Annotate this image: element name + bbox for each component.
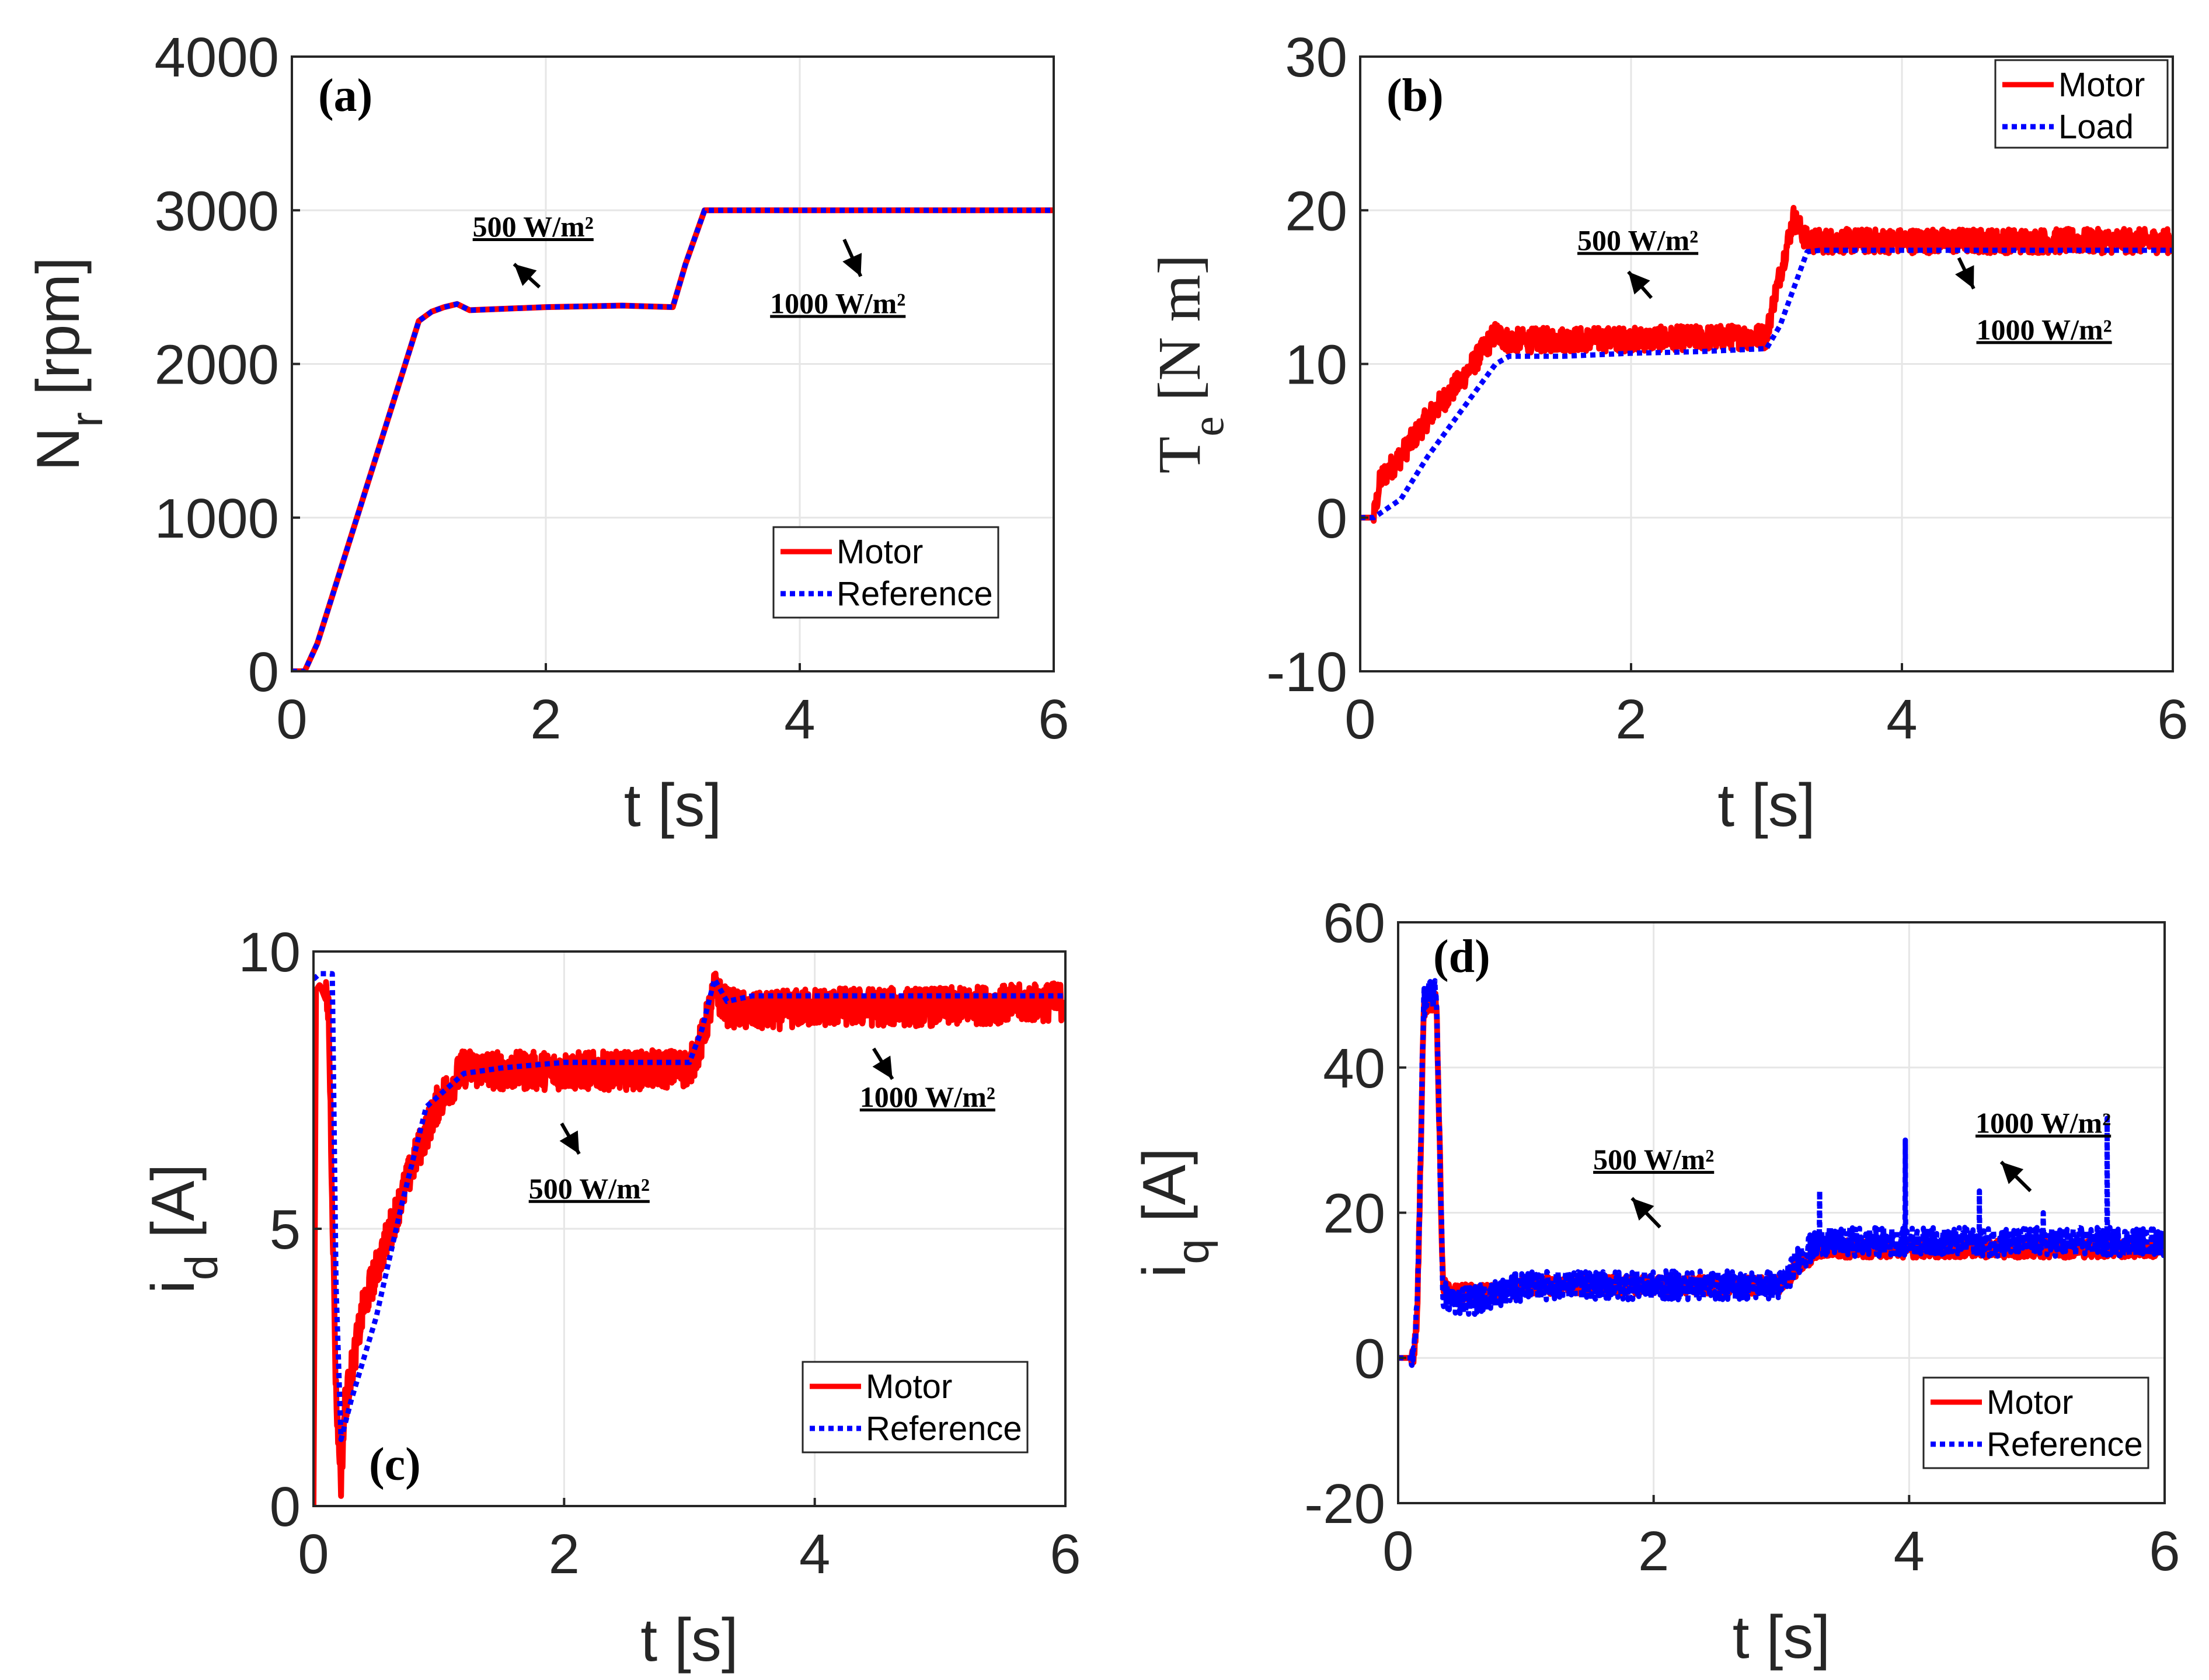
arrow-head-icon xyxy=(559,1130,580,1154)
x-tick-label: 4 xyxy=(799,1523,830,1585)
x-tick-label: 0 xyxy=(1382,1520,1413,1583)
series-group xyxy=(1360,205,2173,524)
arrow-head-icon xyxy=(1955,265,1974,289)
legend-entry: Motor xyxy=(866,1368,952,1406)
x-tick-label: 4 xyxy=(1886,688,1917,751)
x-tick-label: 4 xyxy=(1894,1520,1925,1583)
legend-entry: Motor xyxy=(1987,1383,2073,1421)
legend-entry: Load xyxy=(2058,108,2134,146)
x-tick-label: 6 xyxy=(2157,688,2188,751)
y-tick-label: 10 xyxy=(1285,334,1347,396)
y-tick-label: -10 xyxy=(1266,641,1347,703)
irradiance-annotation: 1000 W/m² xyxy=(1977,313,2112,346)
y-axis-label: Te [N m] xyxy=(1146,255,1233,473)
arrow-head-icon xyxy=(2001,1162,2024,1184)
x-tick-label: 2 xyxy=(1615,688,1646,751)
y-tick-label: 10 xyxy=(238,921,301,984)
legend: Motor Reference xyxy=(1922,1376,2149,1469)
series-motor-line xyxy=(1360,205,2173,524)
x-tick-label: 6 xyxy=(1038,688,1069,751)
y-tick-label: 2000 xyxy=(154,334,279,396)
x-axis-label: t [s] xyxy=(1717,772,1816,839)
chart-a: 0 2 4 6 0 1000 2000 3000 4000 t [s] Nr [rpm] (a) 500… xyxy=(25,26,1069,839)
x-tick-label: 4 xyxy=(784,688,815,751)
arrow-head-icon xyxy=(872,1055,893,1079)
legend-box xyxy=(1922,1376,2149,1469)
x-axis-label: t [s] xyxy=(624,772,722,839)
x-tick-label: 2 xyxy=(530,688,561,751)
x-axis-label: t [s] xyxy=(1733,1604,1831,1671)
panel-label: (b) xyxy=(1386,70,1444,121)
panel-label: (c) xyxy=(369,1439,421,1490)
legend-box xyxy=(1994,59,2169,149)
y-tick-label: -20 xyxy=(1304,1473,1385,1535)
y-axis-label: id [A] xyxy=(140,1164,227,1294)
y-axis-label: Nr [rpm] xyxy=(25,257,112,471)
irradiance-annotation: 500 W/m² xyxy=(1593,1143,1714,1176)
series-motor-line xyxy=(313,970,1065,1506)
series-reference-line xyxy=(292,207,1054,671)
y-tick-label: 3000 xyxy=(154,180,279,242)
x-tick-label: 2 xyxy=(1638,1520,1669,1583)
y-tick-label: 1000 xyxy=(154,487,279,550)
series-reference-line xyxy=(313,971,1065,1442)
legend-box xyxy=(772,526,999,619)
arrow-head-icon xyxy=(1632,1198,1654,1221)
legend: Motor Reference xyxy=(772,526,999,619)
legend-entry: Motor xyxy=(2058,66,2145,104)
y-tick-label: 30 xyxy=(1285,26,1347,89)
legend-entry: Motor xyxy=(837,533,923,571)
panel-label: (a) xyxy=(318,70,372,121)
x-tick-label: 0 xyxy=(276,688,307,751)
legend: Motor Load xyxy=(1994,59,2169,149)
y-tick-label: 4000 xyxy=(154,26,279,89)
y-tick-label: 0 xyxy=(248,641,279,703)
y-tick-label: 40 xyxy=(1323,1037,1385,1100)
legend-box xyxy=(802,1361,1029,1454)
y-tick-label: 5 xyxy=(270,1198,301,1261)
x-tick-label: 2 xyxy=(549,1523,580,1585)
irradiance-annotation: 500 W/m² xyxy=(1577,224,1698,257)
panel-label: (d) xyxy=(1433,931,1490,982)
legend: Motor Reference xyxy=(802,1361,1029,1454)
y-tick-label: 60 xyxy=(1323,892,1385,954)
x-tick-label: 0 xyxy=(298,1523,329,1585)
arrow-head-icon xyxy=(1628,271,1650,295)
y-tick-label: 20 xyxy=(1285,180,1347,242)
series-group xyxy=(1398,978,2165,1368)
y-axis-label: iq [A] xyxy=(1131,1148,1218,1278)
series-group xyxy=(292,207,1054,671)
y-tick-label: 0 xyxy=(1354,1327,1385,1390)
x-tick-label: 6 xyxy=(2149,1520,2180,1583)
arrow-head-icon xyxy=(514,264,537,286)
y-tick-label: 0 xyxy=(1316,487,1347,550)
irradiance-annotation: 500 W/m² xyxy=(473,210,594,243)
legend-entry: Reference xyxy=(866,1410,1022,1448)
series-group xyxy=(313,970,1065,1506)
irradiance-annotation: 500 W/m² xyxy=(529,1172,650,1205)
y-tick-label: 20 xyxy=(1323,1183,1385,1245)
y-tick-label: 0 xyxy=(270,1476,301,1538)
irradiance-annotation: 1000 W/m² xyxy=(1975,1107,2111,1139)
irradiance-annotation: 1000 W/m² xyxy=(860,1081,995,1113)
x-axis-label: t [s] xyxy=(640,1606,738,1674)
legend-entry: Reference xyxy=(837,575,993,613)
series-load-line xyxy=(1360,248,2173,521)
legend-entry: Reference xyxy=(1987,1425,2143,1463)
arrow-head-icon xyxy=(842,253,862,277)
irradiance-annotation: 1000 W/m² xyxy=(770,287,905,320)
chart-c: 0 2 4 6 0 5 10 t [s] id [A] (c) 500 W/m² 1000 W/m² M… xyxy=(140,921,1081,1674)
x-tick-label: 0 xyxy=(1344,688,1375,751)
series-reference-line xyxy=(1398,978,2165,1368)
x-tick-label: 6 xyxy=(1050,1523,1081,1585)
